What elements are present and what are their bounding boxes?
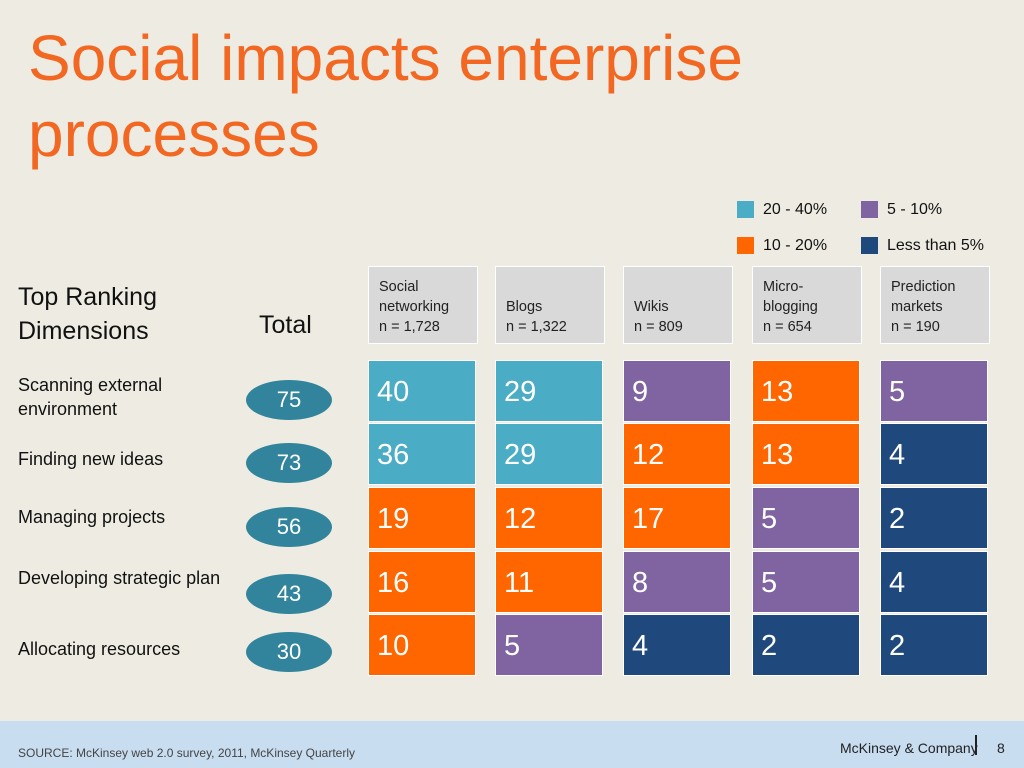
data-label: 4 — [889, 439, 906, 471]
data-cell: 13 — [752, 423, 860, 485]
data-cell: 4 — [880, 551, 988, 613]
data-label: 29 — [504, 439, 537, 471]
data-label: 2 — [889, 503, 906, 535]
column-header-label: Blogs n = 1,322 — [506, 297, 567, 337]
data-cell: 19 — [368, 487, 476, 549]
data-cell: 17 — [623, 487, 731, 549]
data-cell: 5 — [495, 614, 603, 676]
data-cell: 10 — [368, 614, 476, 676]
data-label: 16 — [377, 567, 410, 599]
total-value: 30 — [246, 632, 332, 672]
data-label: 12 — [632, 439, 665, 471]
column-header: Micro- blogging n = 654 — [752, 266, 862, 344]
data-cell: 40 — [368, 360, 476, 422]
row-label: Managing projects — [18, 507, 166, 527]
data-label: 12 — [504, 503, 537, 535]
data-label: 5 — [761, 567, 778, 599]
data-cell: 9 — [623, 360, 731, 422]
data-cell: 5 — [880, 360, 988, 422]
data-cell: 16 — [368, 551, 476, 613]
column-name: Micro- blogging — [763, 279, 818, 315]
column-header: Social networking n = 1,728 — [368, 266, 478, 344]
page-number: 8 — [997, 740, 1005, 756]
brand-name: McKinsey & Company — [840, 740, 978, 756]
data-cell: 5 — [752, 551, 860, 613]
data-label: 17 — [632, 503, 665, 535]
column-header-label: Prediction markets n = 190 — [891, 277, 955, 337]
column-sample-size: n = 1,322 — [506, 319, 567, 335]
data-label: 40 — [377, 376, 410, 408]
data-label: 4 — [632, 630, 649, 662]
column-header: Wikis n = 809 — [623, 266, 733, 344]
column-sample-size: n = 1,728 — [379, 319, 440, 335]
data-label: 36 — [377, 439, 410, 471]
column-name: Social networking — [379, 279, 450, 315]
data-label: 10 — [377, 630, 410, 662]
data-label: 4 — [889, 567, 906, 599]
legend: 20 - 40% 5 - 10% 10 - 20% Less than 5% — [737, 196, 1024, 260]
source-note: SOURCE: McKinsey web 2.0 survey, 2011, M… — [18, 746, 356, 760]
legend-label: 20 - 40% — [763, 201, 828, 218]
data-label: 11 — [504, 567, 535, 599]
data-label: 2 — [889, 630, 906, 662]
data-cell: 13 — [752, 360, 860, 422]
data-cell: 29 — [495, 423, 603, 485]
brand-divider — [975, 735, 977, 755]
column-header: Prediction markets n = 190 — [880, 266, 990, 344]
column-name: Blogs — [506, 299, 543, 315]
footer-bar: SOURCE: McKinsey web 2.0 survey, 2011, M… — [0, 721, 1024, 768]
total-value: 73 — [246, 443, 332, 483]
data-label: 5 — [504, 630, 521, 662]
legend-label: Less than 5% — [887, 237, 984, 254]
data-label: 2 — [761, 630, 778, 662]
data-cell: 12 — [495, 487, 603, 549]
legend-label: 10 - 20% — [763, 237, 828, 254]
column-name: Wikis — [634, 299, 669, 315]
total-heading: Total — [259, 311, 312, 339]
data-cell: 2 — [752, 614, 860, 676]
data-cell: 4 — [623, 614, 731, 676]
legend-swatch — [861, 201, 878, 218]
data-label: 13 — [761, 376, 794, 408]
row-label: Scanning external environment — [18, 375, 163, 419]
row-label: Developing strategic plan — [18, 568, 221, 588]
total-value: 75 — [246, 380, 332, 420]
total-value: 43 — [246, 574, 332, 614]
data-cell: 2 — [880, 614, 988, 676]
column-sample-size: n = 654 — [763, 319, 812, 335]
data-label: 8 — [632, 567, 649, 599]
legend-swatch — [737, 201, 754, 218]
slide-title: Social impacts enterprise processes — [28, 22, 743, 170]
legend-swatch — [861, 237, 878, 254]
total-value: 56 — [246, 507, 332, 547]
data-label: 29 — [504, 376, 537, 408]
data-cell: 2 — [880, 487, 988, 549]
data-cell: 8 — [623, 551, 731, 613]
column-header-label: Wikis n = 809 — [634, 297, 683, 337]
column-sample-size: n = 809 — [634, 319, 683, 335]
data-cell: 5 — [752, 487, 860, 549]
column-name: Prediction markets — [891, 279, 956, 315]
data-cell: 36 — [368, 423, 476, 485]
data-label: 9 — [632, 376, 649, 408]
data-cell: 4 — [880, 423, 988, 485]
legend-label: 5 - 10% — [887, 201, 943, 218]
dimensions-heading: Top Ranking Dimensions — [18, 283, 157, 345]
legend-swatch — [737, 237, 754, 254]
data-cell: 12 — [623, 423, 731, 485]
data-cell: 29 — [495, 360, 603, 422]
data-label: 13 — [761, 439, 794, 471]
column-header: Blogs n = 1,322 — [495, 266, 605, 344]
data-label: 5 — [889, 376, 906, 408]
data-cell: 11 — [495, 551, 603, 613]
column-header-label: Micro- blogging n = 654 — [763, 277, 818, 337]
data-label: 5 — [761, 503, 778, 535]
row-label: Finding new ideas — [18, 449, 164, 469]
row-label: Allocating resources — [18, 639, 181, 659]
column-header-label: Social networking n = 1,728 — [379, 277, 449, 337]
data-label: 19 — [377, 503, 410, 535]
column-sample-size: n = 190 — [891, 319, 940, 335]
